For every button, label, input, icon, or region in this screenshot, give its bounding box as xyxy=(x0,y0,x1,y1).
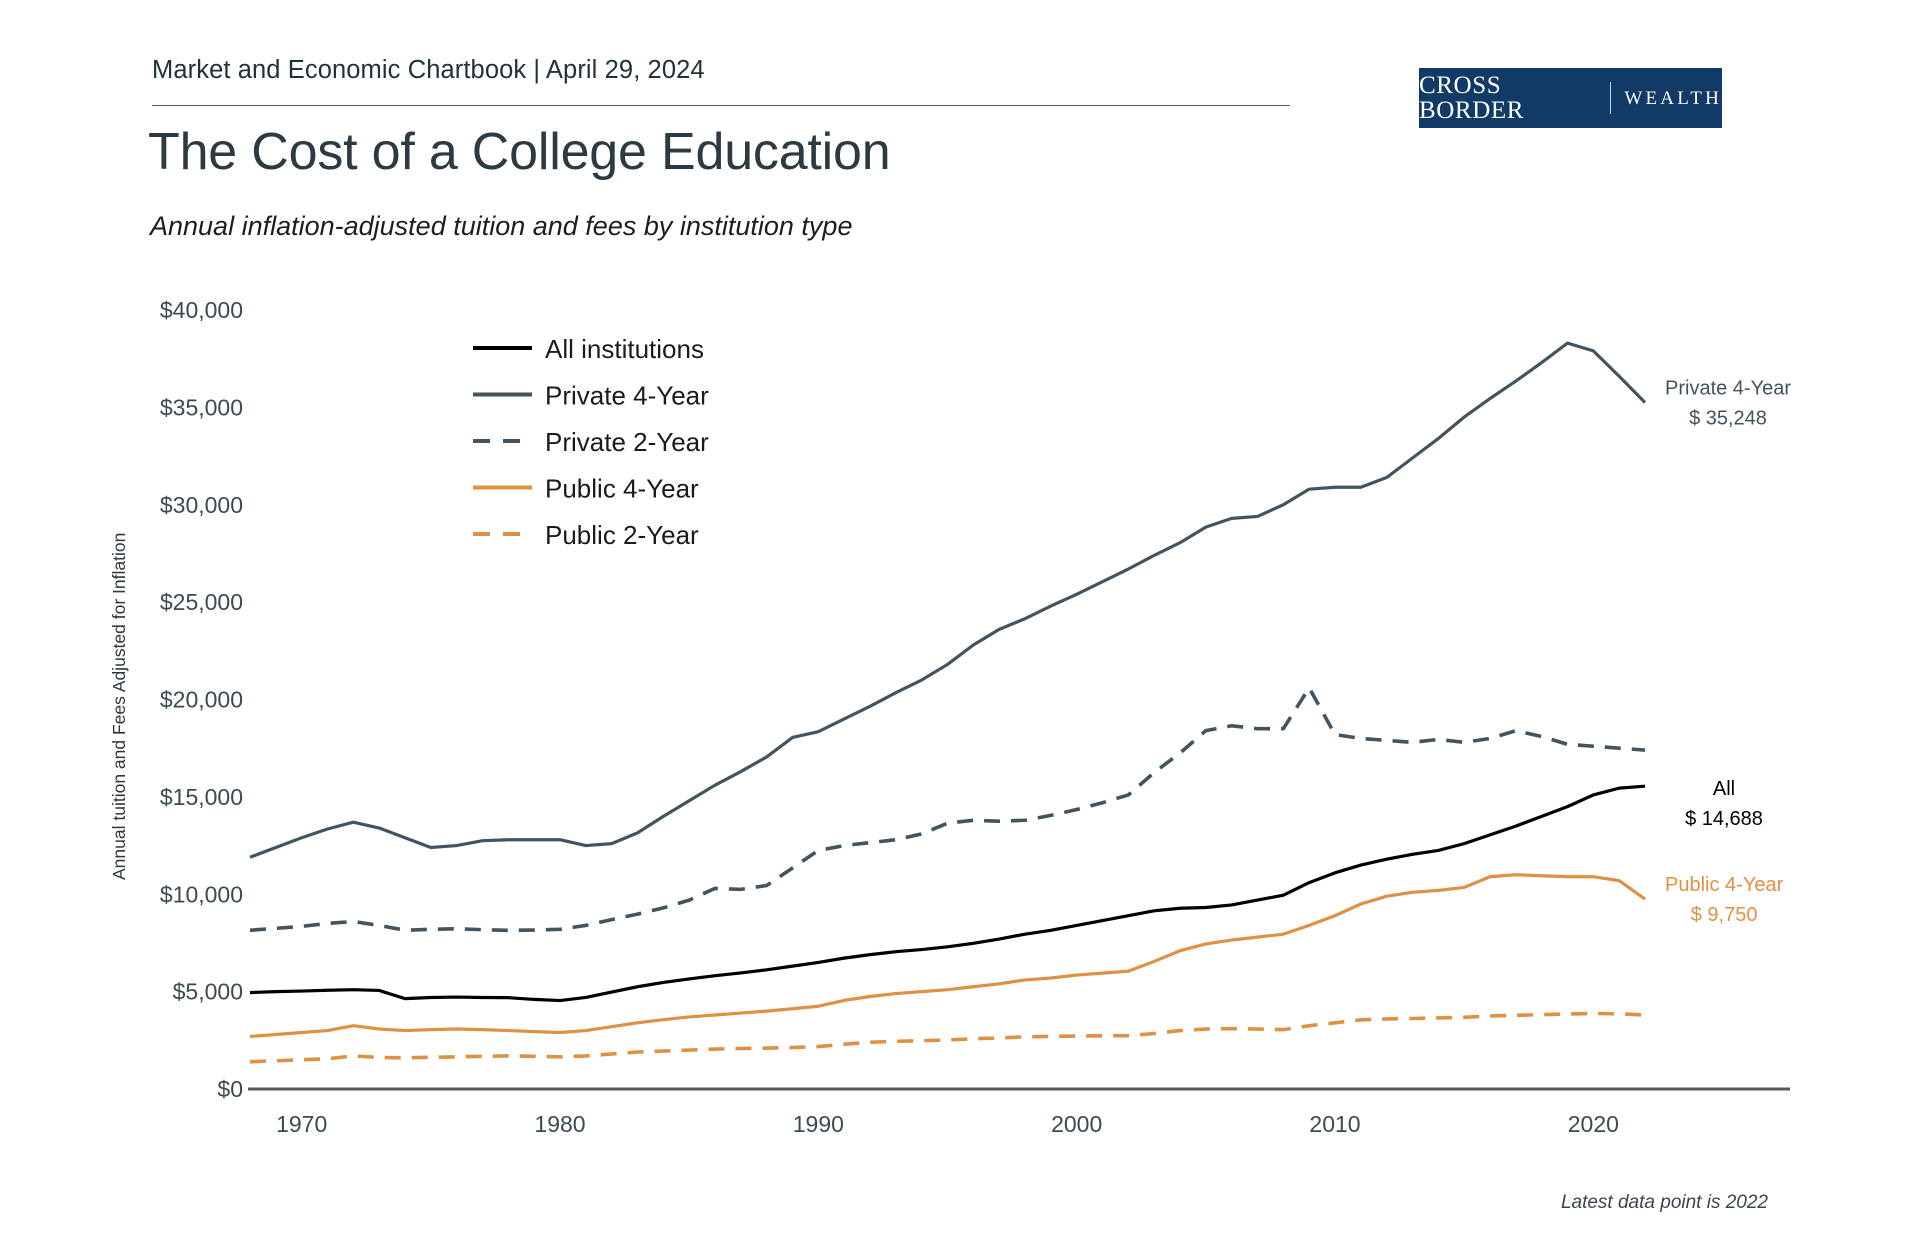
cross-border-wealth-logo: CROSS BORDER WEALTH xyxy=(1419,68,1722,128)
chartbook-eyebrow: Market and Economic Chartbook | April 29… xyxy=(152,56,705,84)
x-tick-label: 2000 xyxy=(1051,1111,1102,1137)
legend-label: Public 4-Year xyxy=(545,474,699,504)
x-tick-label: 1990 xyxy=(793,1111,844,1137)
y-tick-label: $0 xyxy=(217,1076,243,1102)
series-line-private-2-year xyxy=(249,686,1646,933)
legend-label: All institutions xyxy=(545,334,704,364)
end-label-value: $ 14,688 xyxy=(1685,808,1763,830)
end-label-name: All xyxy=(1713,778,1735,800)
y-axis-tick-labels: $0 $5,000 $10,000 $15,000 $20,000 $25,000 $30,… xyxy=(160,297,243,1102)
y-axis-title: Annual tuition and Fees Adjusted for Inf… xyxy=(109,533,129,880)
logo-lockup: CROSS BORDER WEALTH xyxy=(1419,73,1722,123)
y-tick-label: $15,000 xyxy=(160,784,243,810)
series-line-all-institutions xyxy=(249,784,1646,1003)
legend-label: Private 2-Year xyxy=(545,427,709,457)
end-label-name: Public 4-Year xyxy=(1665,874,1784,896)
y-tick-label: $30,000 xyxy=(160,492,243,518)
x-tick-label: 2020 xyxy=(1568,1111,1619,1137)
y-tick-label: $20,000 xyxy=(160,687,243,713)
header: Market and Economic Chartbook | April 29… xyxy=(0,0,1920,241)
series-line-public-4-year xyxy=(249,873,1646,1039)
footnote: Latest data point is 2022 xyxy=(1560,1192,1768,1213)
series-end-labels: All $ 14,688 Private 4-Year $ 35,248 Public … xyxy=(1665,378,1791,927)
y-tick-label: $40,000 xyxy=(160,297,243,323)
logo-secondary-text: WEALTH xyxy=(1624,87,1722,109)
y-tick-label: $10,000 xyxy=(160,881,243,907)
series-line-private-4-year xyxy=(249,341,1647,859)
series-line-public-2-year xyxy=(249,1011,1646,1064)
end-label-name: Private 4-Year xyxy=(1665,378,1791,400)
end-label-value: $ 9,750 xyxy=(1691,904,1758,926)
logo-primary-text: CROSS BORDER xyxy=(1419,72,1525,124)
x-tick-label: 1970 xyxy=(276,1111,327,1137)
x-tick-label: 1980 xyxy=(534,1111,585,1137)
page-subtitle: Annual inflation-adjusted tuition and fe… xyxy=(150,211,853,241)
chart-legend: All institutions Private 4-Year Private 2-… xyxy=(473,334,709,550)
series-lines xyxy=(249,341,1647,1064)
end-label-value: $ 35,248 xyxy=(1689,408,1767,430)
y-tick-label: $25,000 xyxy=(160,589,243,615)
legend-label: Private 4-Year xyxy=(545,381,709,411)
page-title: The Cost of a College Education xyxy=(148,123,891,181)
logo-divider xyxy=(1610,82,1612,114)
legend-label: Public 2-Year xyxy=(545,520,699,550)
x-axis-tick-labels: 1970 1980 1990 2000 2010 2020 xyxy=(276,1111,1619,1137)
y-tick-label: $35,000 xyxy=(160,394,243,420)
header-divider xyxy=(152,105,1290,106)
y-tick-label: $5,000 xyxy=(173,979,243,1005)
x-tick-label: 2010 xyxy=(1309,1111,1360,1137)
